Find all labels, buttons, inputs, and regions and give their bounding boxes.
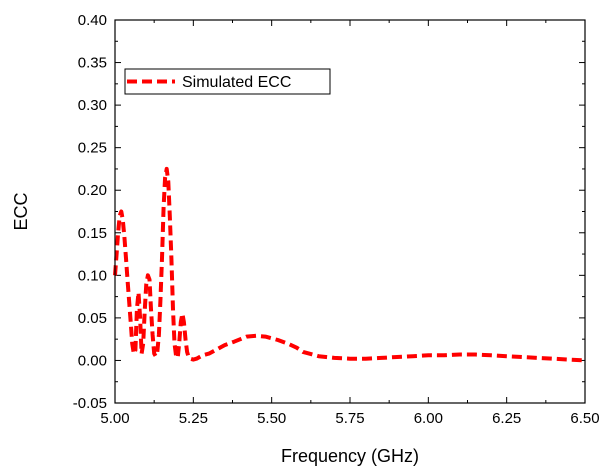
- x-tick-label: 5.00: [100, 410, 129, 427]
- x-axis-title: Frequency (GHz): [281, 446, 419, 466]
- y-tick-label: 0.25: [78, 140, 107, 157]
- legend: Simulated ECC: [124, 68, 331, 95]
- legend-label-simulated-ecc: Simulated ECC: [182, 74, 291, 91]
- x-tick-label: 6.50: [570, 410, 599, 427]
- y-tick-label: 0.40: [78, 12, 107, 29]
- y-tick-label: 0.05: [78, 310, 107, 327]
- y-axis-title: ECC: [11, 192, 31, 230]
- ticks-layer: 5.00 5.25 5.50 5.75 6.00 6.25 6.50 -0.05 0.00 0.0…: [73, 12, 600, 427]
- y-tick-label: 0.35: [78, 55, 107, 72]
- x-tick-label: 6.00: [414, 410, 443, 427]
- y-tick-label: 0.15: [78, 225, 107, 242]
- y-tick-label: -0.05: [73, 395, 107, 412]
- plot-frame: [114, 19, 586, 404]
- y-tick-label: 0.20: [78, 182, 107, 199]
- x-tick-label: 6.25: [492, 410, 521, 427]
- series-line-simulated-ecc: [113, 166, 586, 363]
- x-tick-label: 5.75: [335, 410, 364, 427]
- x-tick-label: 5.50: [257, 410, 286, 427]
- plot-area: [113, 166, 586, 363]
- y-tick-label: 0.30: [78, 97, 107, 114]
- y-tick-label: 0.10: [78, 267, 107, 284]
- x-tick-label: 5.25: [179, 410, 208, 427]
- y-tick-label: 0.00: [78, 352, 107, 369]
